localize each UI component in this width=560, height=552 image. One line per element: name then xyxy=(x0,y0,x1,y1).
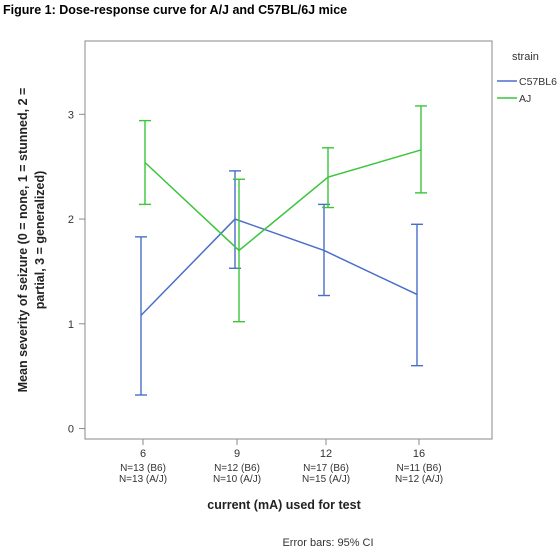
legend-label: C57BL6 xyxy=(519,76,557,88)
legend-title: strain xyxy=(512,51,539,63)
sample-size-label: N=17 (B6) xyxy=(303,463,349,474)
plot-frame xyxy=(84,40,493,440)
sample-size-label: N=15 (A/J) xyxy=(302,474,350,485)
x-tick-label: 6 xyxy=(140,448,146,460)
legend: strain C57BL6 AJ xyxy=(497,51,557,105)
figure-title: Figure 1: Dose-response curve for A/J an… xyxy=(3,3,348,17)
series-line xyxy=(144,149,422,252)
x-tick-label: 16 xyxy=(413,448,425,460)
sample-size-label: N=10 (A/J) xyxy=(213,474,261,485)
x-axis-label: current (mA) used for test xyxy=(207,498,361,512)
series-line xyxy=(140,218,418,316)
legend-label: AJ xyxy=(519,93,531,105)
y-tick-label: 1 xyxy=(68,319,74,331)
series-aj xyxy=(139,105,427,323)
y-tick-label: 2 xyxy=(68,214,74,226)
y-axis-label-line-1: Mean severity of seizure (0 = none, 1 = … xyxy=(16,88,30,393)
x-tick-label: 9 xyxy=(234,448,240,460)
y-tick-label: 0 xyxy=(68,424,74,436)
y-axis-label-line-2: partial, 3 = generalized) xyxy=(33,171,47,310)
sample-size-label: N=12 (A/J) xyxy=(395,474,443,485)
y-axis: 0 1 2 3 xyxy=(68,109,85,436)
error-bar-footnote: Error bars: 95% CI xyxy=(282,537,373,549)
sample-size-label: N=12 (B6) xyxy=(214,463,260,474)
sample-size-label: N=11 (B6) xyxy=(396,463,441,474)
sample-size-label: N=13 (B6) xyxy=(120,463,166,474)
x-axis: 6 N=13 (B6)N=13 (A/J) 9 N=12 (B6)N=10 (A/J)… xyxy=(119,439,443,485)
series-c57bl6 xyxy=(135,170,423,396)
plot-series xyxy=(135,105,427,396)
y-tick-label: 3 xyxy=(68,109,74,121)
sample-size-label: N=13 (A/J) xyxy=(119,474,167,485)
x-tick-label: 12 xyxy=(320,448,332,460)
